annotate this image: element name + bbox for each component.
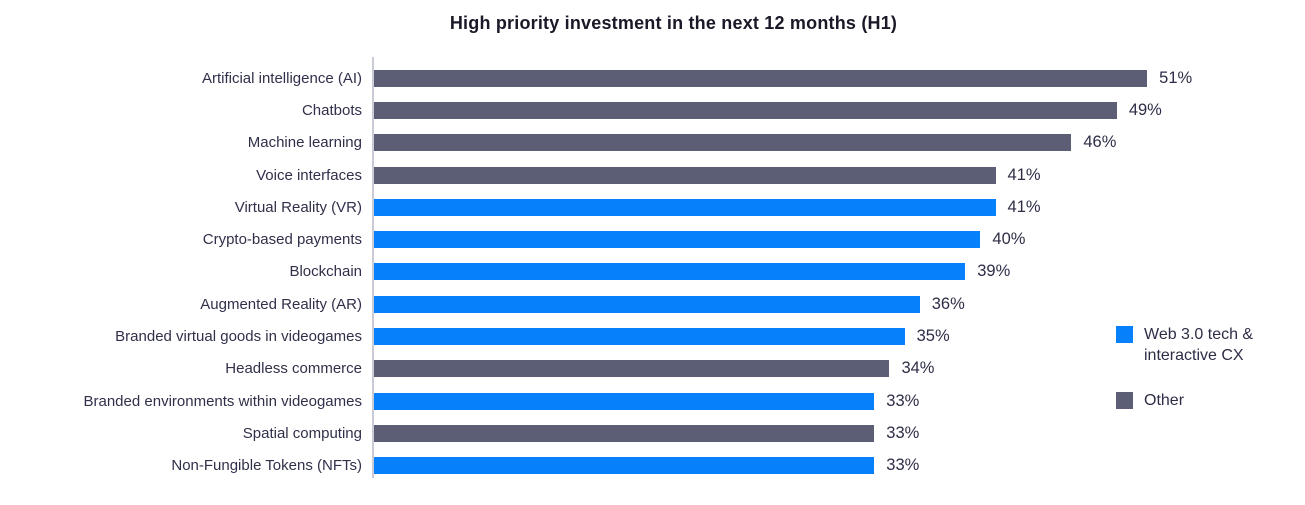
bar-track: 40% — [374, 230, 1026, 249]
bar — [374, 295, 920, 313]
bar-row: Chatbots 49% — [0, 94, 1305, 126]
category-label: Non-Fungible Tokens (NFTs) — [171, 457, 362, 475]
value-label: 51% — [1159, 68, 1193, 87]
category-label: Augmented Reality (AR) — [200, 295, 362, 313]
legend-label-web3: Web 3.0 tech & interactive CX — [1144, 326, 1254, 364]
bar-row: Blockchain 39% — [0, 256, 1305, 288]
bar-track: 41% — [374, 197, 1041, 216]
bar-row: Augmented Reality (AR) 36% — [0, 288, 1305, 320]
value-label: 41% — [1007, 165, 1041, 184]
chart-title: High priority investment in the next 12 … — [449, 13, 898, 33]
legend-item-web3: Web 3.0 tech & interactive CX — [1116, 324, 1264, 366]
value-label: 33% — [886, 423, 920, 442]
value-label: 39% — [977, 262, 1011, 281]
bar-track: 41% — [374, 165, 1041, 184]
category-label: Machine learning — [247, 134, 362, 152]
bar-track: 34% — [374, 359, 935, 378]
bar — [374, 101, 1117, 119]
y-axis-line — [372, 57, 374, 478]
bar-row: Voice interfaces 41% — [0, 159, 1305, 191]
category-label: Blockchain — [289, 263, 362, 281]
bar-row: Headless commerce 34% — [0, 353, 1305, 385]
bar — [374, 166, 996, 184]
bar-track: 33% — [374, 391, 920, 410]
bar — [374, 328, 905, 346]
bar-track: 33% — [374, 423, 920, 442]
bar — [374, 231, 981, 249]
bar — [374, 263, 966, 281]
bar-rows: Artificial intelligence (AI) 51% Chatbots 4… — [0, 62, 1305, 482]
category-label: Branded environments within videogames — [83, 392, 363, 410]
bar-track: 33% — [374, 456, 920, 475]
value-label: 35% — [916, 327, 950, 346]
bar-track: 39% — [374, 262, 1011, 281]
bar-track: 46% — [374, 133, 1117, 152]
bar-row: Virtual Reality (VR) 41% — [0, 191, 1305, 223]
legend-label-other: Other — [1144, 392, 1185, 409]
category-label: Voice interfaces — [256, 166, 362, 184]
legend-item-other: Other — [1116, 390, 1264, 411]
bar-track: 51% — [374, 68, 1193, 87]
value-label: 36% — [931, 294, 965, 313]
category-label: Spatial computing — [242, 424, 362, 442]
value-label: 41% — [1007, 197, 1041, 216]
bar-row: Branded environments within videogames 33… — [0, 385, 1305, 417]
category-label: Headless commerce — [225, 360, 362, 378]
category-label: Artificial intelligence (AI) — [201, 69, 362, 87]
bar-track: 35% — [374, 327, 950, 346]
category-label: Virtual Reality (VR) — [234, 198, 362, 216]
value-label: 40% — [992, 230, 1026, 249]
bar-row: Crypto-based payments 40% — [0, 223, 1305, 255]
bar-row: Spatial computing 33% — [0, 417, 1305, 449]
value-label: 49% — [1128, 100, 1162, 119]
value-label: 33% — [886, 391, 920, 410]
bar-track: 36% — [374, 294, 965, 313]
bar — [374, 424, 875, 442]
bar — [374, 198, 996, 216]
category-label: Chatbots — [301, 101, 362, 119]
bar-row: Branded virtual goods in videogames 35% — [0, 320, 1305, 352]
bar — [374, 457, 875, 475]
value-label: 34% — [901, 359, 935, 378]
bar — [374, 392, 875, 410]
bar-track: 49% — [374, 100, 1162, 119]
value-label: 33% — [886, 456, 920, 475]
other-legend-swatch — [1116, 392, 1133, 409]
legend: Web 3.0 tech & interactive CX Other — [1116, 324, 1264, 411]
bar — [374, 69, 1148, 87]
web3-legend-swatch — [1116, 326, 1133, 343]
bar-row: Non-Fungible Tokens (NFTs) 33% — [0, 450, 1305, 482]
value-label: 46% — [1083, 133, 1117, 152]
bar-row: Artificial intelligence (AI) 51% — [0, 62, 1305, 94]
category-label: Crypto-based payments — [202, 231, 362, 249]
category-label: Branded virtual goods in videogames — [115, 328, 362, 346]
bar — [374, 360, 890, 378]
bar-row: Machine learning 46% — [0, 127, 1305, 159]
bar — [374, 134, 1072, 152]
